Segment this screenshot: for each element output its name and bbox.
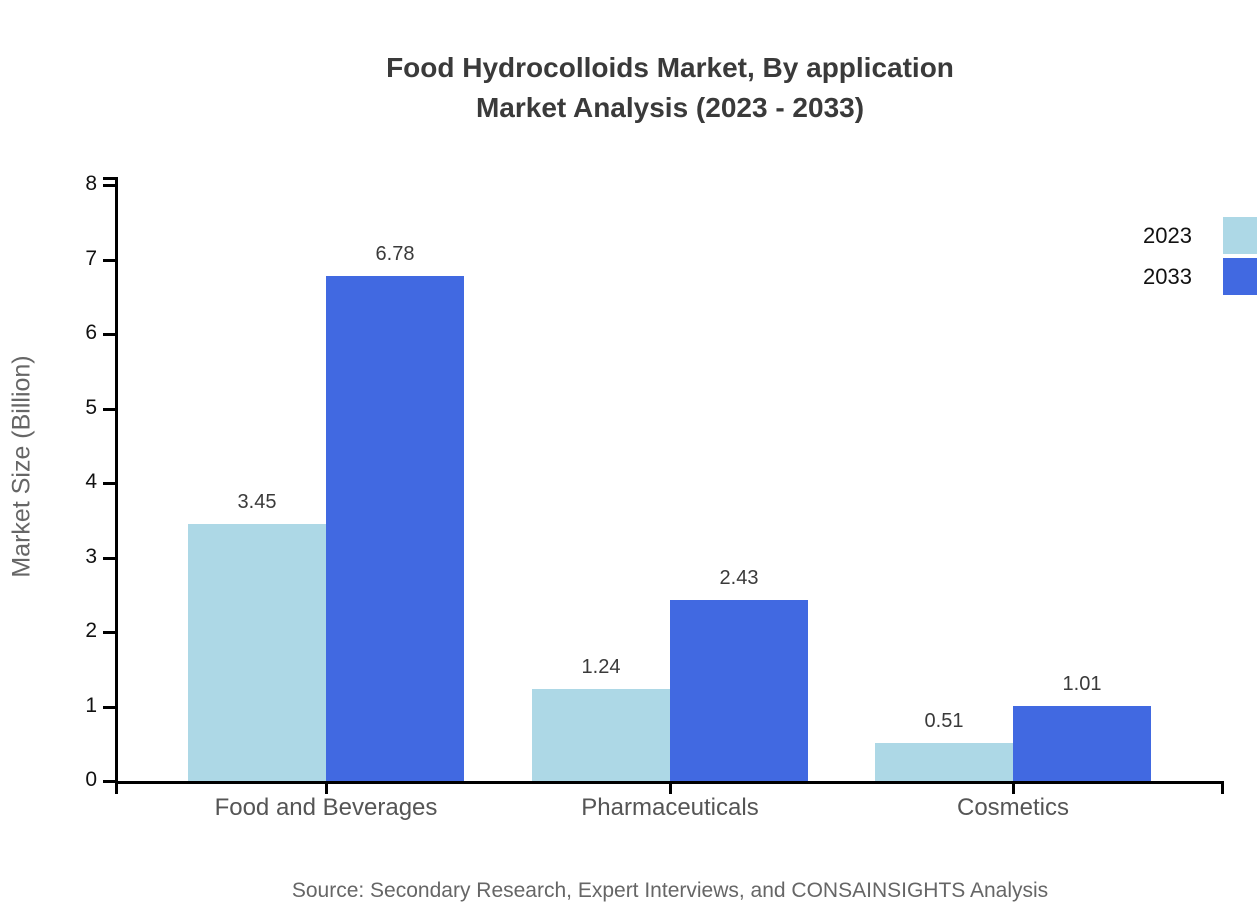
y-tick-label: 0 [85,768,97,791]
chart-title-line1: Food Hydrocolloids Market, By applicatio… [386,52,954,83]
chart-title: Food Hydrocolloids Market, By applicatio… [80,48,1260,128]
y-tick-label: 3 [85,544,97,568]
y-tick-label: 7 [85,246,97,270]
bar-2033-cosmetics [1013,706,1151,781]
y-tick [103,482,115,485]
value-label-2033-pharmaceuticals: 2.43 [719,567,759,589]
y-tick [103,780,115,783]
value-label-2023-cosmetics: 0.51 [924,710,964,732]
y-tick [103,407,115,411]
x-axis-left-cap [115,784,118,794]
x-axis-line [115,781,1224,784]
value-label-2033-food-and-beverages: 6.78 [375,243,415,265]
x-axis-right-cap [1221,784,1224,794]
category-label-cosmetics: Cosmetics [956,794,1070,821]
y-tick-label: 8 [85,172,97,195]
y-tick-label: 5 [85,395,97,419]
value-label-2023-pharmaceuticals: 1.24 [581,656,621,678]
bar-2023-food-and-beverages [188,524,326,781]
bar-2023-cosmetics [875,743,1013,781]
x-tick-cosmetics [1012,784,1015,794]
category-label-food-and-beverages: Food and Beverages [214,794,438,821]
y-tick-label: 6 [85,321,97,344]
y-tick [103,258,115,262]
x-tick-food-and-beverages [325,784,328,794]
y-tick [103,631,115,634]
legend: 2023 2033 [1143,217,1257,299]
legend-item-2023: 2023 [1143,217,1257,254]
y-tick [103,184,115,187]
category-label-pharmaceuticals: Pharmaceuticals [581,794,759,821]
y-tick [103,705,115,709]
bar-2023-pharmaceuticals [532,689,670,781]
y-axis-line [115,177,118,784]
legend-item-2033: 2033 [1143,258,1257,295]
y-axis-top-cap [103,177,115,180]
bar-2033-food-and-beverages [326,276,464,781]
legend-swatch-2023 [1223,217,1257,254]
y-tick-label: 4 [85,470,97,493]
legend-label-2033: 2033 [1143,263,1192,289]
legend-swatch-2033 [1223,258,1257,295]
source-attribution: Source: Secondary Research, Expert Inter… [291,879,1049,902]
chart-title-line2: Market Analysis (2023 - 2033) [475,92,865,123]
y-tick-label: 1 [85,693,97,717]
y-axis-title: Market Size (Billion) [7,355,36,578]
legend-label-2023: 2023 [1143,222,1192,248]
value-label-2033-cosmetics: 1.01 [1062,673,1102,695]
value-label-2023-food-and-beverages: 3.45 [237,491,277,513]
bar-2033-pharmaceuticals [670,600,808,781]
y-tick [103,556,115,560]
y-tick [103,333,115,336]
y-tick-label: 2 [85,619,97,642]
x-tick-pharmaceuticals [669,784,672,794]
